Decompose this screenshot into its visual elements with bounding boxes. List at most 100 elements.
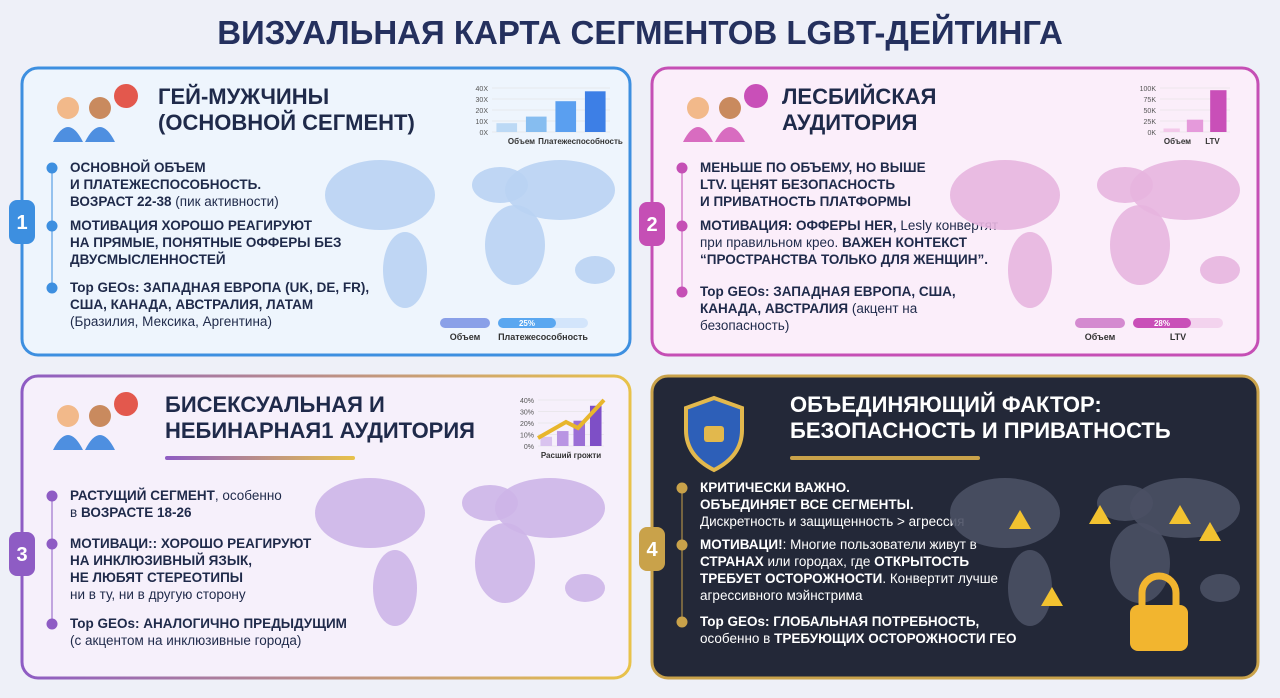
- bullet-line: LTV. ЦЕНЯТ БЕЗОПАСНОСТЬ: [700, 177, 895, 192]
- mini-tick-label: 20%: [520, 421, 534, 428]
- mini-tick-label: 30X: [476, 97, 489, 104]
- bullet-line: МОТИВАЦИЯ: ОФФЕРЫ HER, Lesly конвертят: [700, 218, 998, 233]
- progress-label: LTV: [1170, 332, 1186, 342]
- mini-tick-label: 40X: [476, 86, 489, 93]
- bullet-dot: [46, 618, 58, 630]
- person-body: [53, 435, 83, 450]
- text-run: МЕНЬШЕ ПО ОБЪЕМУ, НО ВЫШЕ: [700, 160, 926, 175]
- text-run: МОТИВАЦИЯ ХОРОШО РЕАГИРУЮТ: [70, 218, 313, 233]
- bullet-line: (Бразилия, Мексика, Аргентина): [70, 314, 272, 329]
- continent: [373, 550, 417, 626]
- continent: [1008, 232, 1052, 308]
- text-run: при правильном крео.: [700, 235, 842, 250]
- text-run: (пик активности): [175, 194, 278, 209]
- mini-chart-label: LTV: [1205, 137, 1220, 146]
- progress-label: Платежесособность: [498, 332, 588, 342]
- bullet-line: МОТИВАЦИЯ ХОРОШО РЕАГИРУЮТ: [70, 218, 313, 233]
- bullet-dot: [46, 282, 58, 294]
- card-heading: БИСЕКСУАЛЬНАЯ И НЕБИНАРНАЯ1 АУДИТОРИЯ: [165, 392, 475, 443]
- number-label: 2: [646, 214, 657, 236]
- bullet-dot: [676, 220, 688, 232]
- bullet-dot: [676, 482, 688, 494]
- page-title: ВИЗУАЛЬНAЯ КАРТА СЕГМЕНТОВ LGBT-ДЕЙТИНГА: [217, 13, 1063, 51]
- mini-bar: [584, 91, 606, 132]
- bullet-line: в ВОЗРАСТЕ 18-26: [70, 505, 192, 520]
- card-heading: ОБЪЕДИНЯЮЩИЙ ФАКТОР: БЕЗОПАСНОСТЬ И ПРИВА…: [790, 392, 1171, 443]
- lock: [704, 426, 724, 442]
- person-body: [53, 127, 83, 142]
- text-run: (с акцентом на инклюзивные города): [70, 633, 301, 648]
- card-heading: ГЕЙ-МУЖЧИНЫ (ОСНОВНОЙ СЕГМЕНТ): [158, 84, 415, 135]
- bullet-line: НА ИНКЛЮЗИВНЫЙ ЯЗЫК,: [70, 553, 252, 568]
- mini-tick-label: 10%: [520, 433, 534, 440]
- progress-fill: [1133, 318, 1191, 328]
- text-run: ВОЗРАСТЕ 18-26: [81, 505, 192, 520]
- bullet-dot: [46, 538, 58, 550]
- mini-bar: [573, 420, 586, 446]
- mini-bar: [589, 405, 602, 446]
- bullet-line: Top GEOs: ЗАПАДНАЯ ЕВРОПА, США,: [700, 284, 956, 299]
- progress-track: [1075, 318, 1125, 328]
- continent: [315, 478, 425, 548]
- number-badge: [639, 202, 665, 246]
- continent: [475, 523, 535, 603]
- person-body: [715, 127, 745, 142]
- mini-bar: [1186, 119, 1204, 132]
- progress-value: 25%: [519, 319, 535, 328]
- bullet-line: ОСНОВНОЙ ОБЪЕМ: [70, 160, 206, 175]
- bullet-line: агрессивного мэйнстрима: [700, 588, 863, 603]
- mini-tick-label: 30%: [520, 410, 534, 417]
- text-run: : Многие пользователи живут в: [783, 537, 977, 552]
- mini-tick-label: 25K: [1144, 119, 1157, 126]
- progress-label: Объем: [1085, 332, 1116, 342]
- bullet-line: НА ПРЯМЫЕ, ПОНЯТНЫЕ ОФФЕРЫ БЕЗ: [70, 235, 341, 250]
- text-run: или городах, где: [764, 554, 874, 569]
- number-label: 1: [16, 212, 27, 234]
- progress-value: 28%: [1154, 319, 1170, 328]
- number-badge: [9, 532, 35, 576]
- mini-tick-label: 0%: [524, 444, 534, 451]
- person-head: [57, 405, 79, 427]
- text-run: LTV. ЦЕНЯТ БЕЗОПАСНОСТЬ: [700, 177, 895, 192]
- continent: [565, 574, 605, 602]
- heading-line: НЕБИНАРНАЯ1 АУДИТОРИЯ: [165, 418, 475, 443]
- bullet-dot: [46, 490, 58, 502]
- bullet-dot: [676, 162, 688, 174]
- heading-line: ЛЕСБИЙСКАЯ: [782, 84, 936, 109]
- text-run: Top GEOs: ЗАПАДНАЯ ЕВРОПА (UK, DE, FR),: [70, 280, 369, 295]
- mini-chart-label: Объем: [1164, 137, 1191, 146]
- person-head: [57, 97, 79, 119]
- text-run: НА ПРЯМЫЕ, ПОНЯТНЫЕ ОФФЕРЫ БЕЗ: [70, 235, 341, 250]
- bullet-line: ОБЪЕДИНЯЕТ ВСЕ СЕГМЕНТЫ.: [700, 497, 914, 512]
- continent: [1130, 478, 1240, 538]
- heading-line: ОБЪЕДИНЯЮЩИЙ ФАКТОР:: [790, 392, 1102, 417]
- text-run: МОТИВАЦИ!: [700, 537, 783, 552]
- bullet-line: КАНАДА, АВСТРАЛИЯ (акцент на: [700, 301, 918, 316]
- number-label: 4: [646, 539, 658, 561]
- text-run: Top GEOs: АНАЛОГИЧНО ПРЕДЫДУЩИМ: [70, 616, 347, 631]
- mini-tick-label: 20X: [476, 108, 489, 115]
- person-body: [85, 435, 115, 450]
- heading-line: БИСЕКСУАЛЬНАЯ И: [165, 392, 385, 417]
- text-run: МОТИВАЦИЯ: ОФФЕРЫ HER,: [700, 218, 900, 233]
- text-run: НА ИНКЛЮЗИВНЫЙ ЯЗЫК,: [70, 553, 252, 568]
- text-run: (акцент на: [852, 301, 918, 316]
- continent: [495, 478, 605, 538]
- mini-bar: [555, 101, 577, 132]
- number-badge: [639, 527, 665, 571]
- continent: [383, 232, 427, 308]
- growth-arrow: [537, 398, 606, 440]
- bullet-line: Top GEOs: АНАЛОГИЧНО ПРЕДЫДУЩИМ: [70, 616, 347, 631]
- flag-badge: [114, 392, 138, 416]
- heading-line: АУДИТОРИЯ: [782, 110, 917, 135]
- bullet-dot: [676, 286, 688, 298]
- mini-bar: [496, 123, 518, 132]
- bullet-line: МОТИВАЦИ:: ХОРОШО РЕАГИРУЮТ: [70, 536, 312, 551]
- bullet-line: ТРЕБУЕТ ОСТОРОЖНОСТИ. Конвертит лучше: [700, 571, 998, 586]
- continent: [575, 256, 615, 284]
- text-run: ВАЖЕН КОНТЕКСТ: [842, 235, 968, 250]
- mini-bar: [1210, 90, 1227, 132]
- text-run: ОТКРЫТОСТЬ: [874, 554, 969, 569]
- mini-tick-label: 40%: [520, 398, 534, 405]
- mini-bar: [1163, 128, 1180, 132]
